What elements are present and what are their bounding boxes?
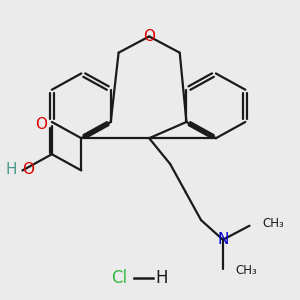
Text: H: H <box>155 268 168 286</box>
Text: N: N <box>217 232 229 247</box>
Text: O: O <box>143 29 155 44</box>
Text: H: H <box>6 162 17 177</box>
Text: O: O <box>35 117 47 132</box>
Text: O: O <box>22 162 34 177</box>
Text: CH₃: CH₃ <box>236 264 257 277</box>
Text: CH₃: CH₃ <box>262 217 284 230</box>
Text: Cl: Cl <box>111 268 127 286</box>
